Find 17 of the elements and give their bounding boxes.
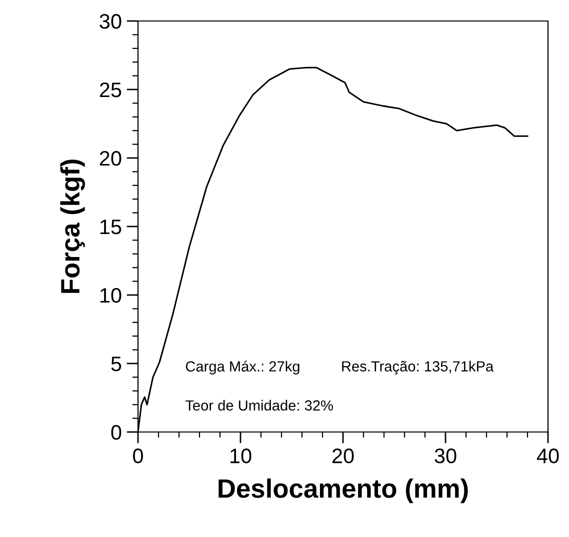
x-tick-label: 10 [230, 448, 252, 464]
y-tick-label: 20 [100, 151, 122, 166]
y-tick-label: 0 [111, 425, 122, 440]
x-axis-title: Deslocamento (mm) [218, 478, 468, 504]
y-tick-label: 5 [111, 356, 122, 372]
y-tick-label: 25 [100, 82, 122, 98]
y-tick-label: 15 [100, 220, 122, 234]
y-tick-label: 10 [100, 288, 122, 303]
x-tick-label: 20 [332, 448, 354, 464]
annotation: Carga Máx.: 27kg [186, 360, 300, 374]
y-axis-title: Força (kgf) [60, 160, 85, 293]
annotation: Teor de Umidade: 32% [185, 400, 333, 411]
x-tick-label: 40 [536, 448, 559, 464]
annotation: Res.Tração: 135,71kPa [342, 360, 494, 374]
x-tick-label: 0 [133, 448, 143, 464]
x-tick-label: 30 [434, 448, 456, 464]
y-tick-label: 30 [100, 14, 122, 29]
